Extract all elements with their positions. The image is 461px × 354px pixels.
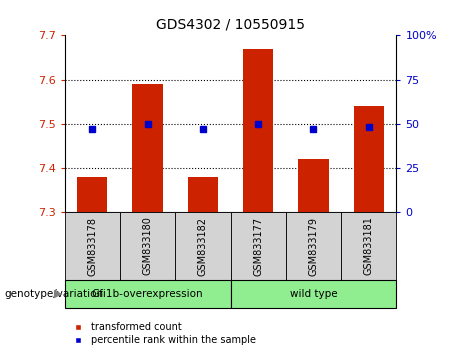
Bar [341,212,396,280]
Bar [230,280,396,308]
Text: GSM833178: GSM833178 [87,217,97,275]
Text: GSM833179: GSM833179 [308,217,319,275]
Text: GSM833180: GSM833180 [142,217,153,275]
Bar [175,212,230,280]
Bar [230,212,286,280]
Bar [354,106,384,212]
Text: wild type: wild type [290,289,337,299]
Text: genotype/variation: genotype/variation [5,289,104,299]
Text: ▶: ▶ [54,289,63,299]
Text: Gfi1b-overexpression: Gfi1b-overexpression [92,289,203,299]
Bar [286,212,341,280]
Legend: transformed count, percentile rank within the sample: transformed count, percentile rank withi… [65,319,260,349]
Bar [65,212,120,280]
Bar [188,177,218,212]
Title: GDS4302 / 10550915: GDS4302 / 10550915 [156,17,305,32]
Bar [65,280,230,308]
Text: GSM833182: GSM833182 [198,217,208,275]
Bar [120,212,175,280]
Bar [243,49,273,212]
Bar [298,159,329,212]
Bar [77,177,107,212]
Bar [132,84,163,212]
Text: GSM833181: GSM833181 [364,217,374,275]
Text: GSM833177: GSM833177 [253,216,263,276]
